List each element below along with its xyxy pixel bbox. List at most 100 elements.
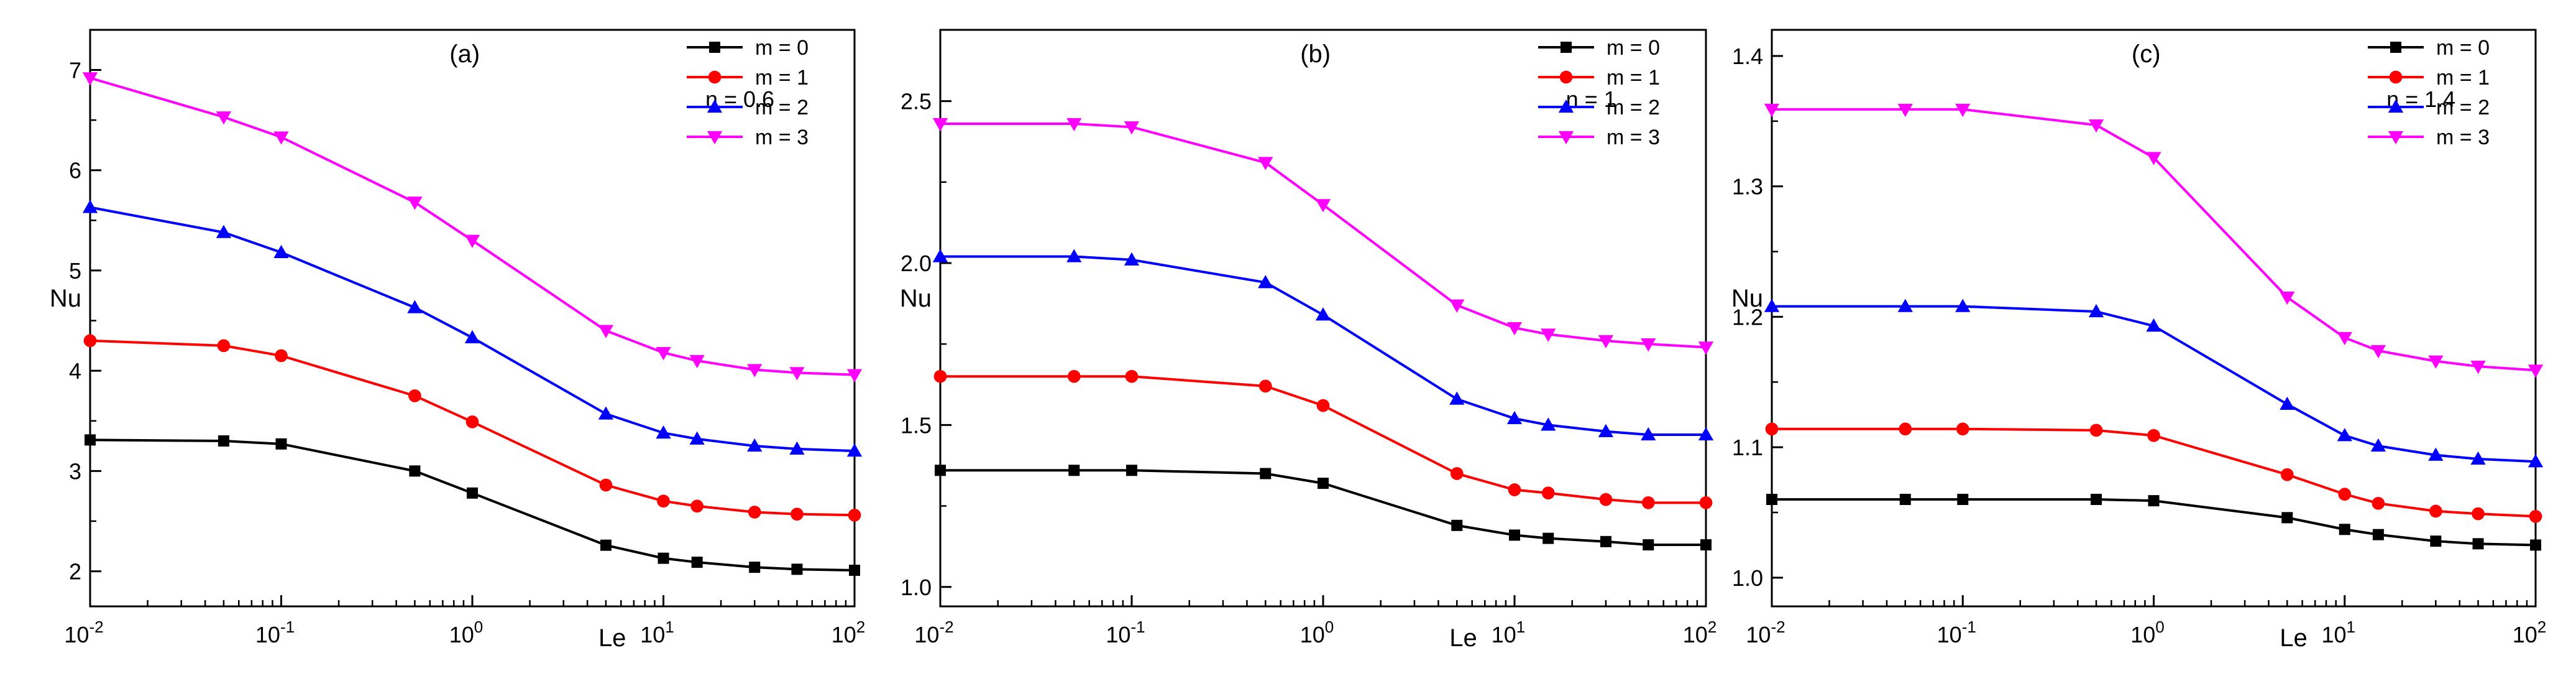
y-tick-label: 1.5 (901, 412, 932, 438)
x-tick-label-base: 10 (1106, 622, 1130, 647)
data-point (1897, 103, 1913, 118)
y-tick-label: 1.1 (1732, 435, 1763, 460)
data-point (1955, 103, 1971, 118)
data-point (932, 249, 948, 262)
y-tick-label: 6 (69, 158, 81, 183)
y-tick-label: 1.0 (901, 575, 932, 600)
legend-label: m = 1 (755, 66, 809, 90)
x-axis-label: Le (1449, 624, 1477, 652)
data-point (1449, 299, 1465, 313)
x-tick-label-base: 10 (1746, 622, 1771, 647)
data-point (1260, 468, 1272, 479)
data-point (2470, 451, 2486, 465)
data-point (1643, 539, 1654, 551)
x-tick-label-base: 10 (2130, 622, 2155, 647)
data-point (1541, 486, 1555, 500)
data-point (1955, 299, 1971, 312)
data-point (2281, 512, 2293, 524)
data-point (2370, 438, 2386, 452)
data-point (1764, 299, 1780, 312)
legend: m = 0 m = 1 m = 2 m = 3 (2368, 36, 2490, 149)
legend-label: m = 3 (2436, 126, 2490, 149)
data-point (1956, 422, 1969, 436)
data-point (1598, 424, 1614, 437)
data-point (1126, 465, 1137, 476)
legend: m = 0 m = 1 m = 2 m = 3 (687, 36, 809, 149)
data-point (2370, 345, 2386, 359)
x-axis-label: Le (2280, 624, 2308, 652)
data-point (1449, 391, 1465, 405)
x-tick-label: 101 (1492, 618, 1526, 647)
series-m-1 (1765, 422, 2542, 523)
data-point (1067, 369, 1081, 383)
series-m-0 (85, 434, 860, 576)
legend-label: m = 2 (1607, 96, 1660, 119)
data-point (2146, 152, 2161, 165)
data-point (2470, 360, 2486, 374)
data-point (658, 552, 669, 564)
legend-marker (707, 131, 723, 145)
x-tick-label-base: 10 (1492, 622, 1516, 647)
data-point (2428, 447, 2444, 461)
data-point (1506, 410, 1523, 425)
data-point (2429, 504, 2442, 518)
x-tick-label-base: 10 (1937, 622, 1962, 647)
data-point (467, 487, 478, 499)
data-point (935, 465, 946, 476)
data-point (846, 443, 863, 457)
y-tick-label: 1.2 (1732, 304, 1763, 330)
data-point (85, 434, 96, 446)
x-tick-label: 102 (2513, 618, 2547, 647)
series-line (89, 438, 855, 572)
data-point (1258, 275, 1273, 289)
data-point (273, 244, 289, 259)
data-point (464, 330, 480, 344)
x-tick-label: 10-2 (914, 618, 953, 647)
data-point (846, 369, 863, 382)
data-point (690, 499, 704, 513)
data-point (791, 507, 804, 521)
x-tick-label: 10-1 (255, 618, 295, 647)
x-tick-label-exponent: 2 (2537, 618, 2546, 636)
series-m-3 (932, 118, 1714, 355)
x-tick-label-exponent: -1 (280, 618, 295, 636)
data-point (1699, 496, 1713, 509)
x-tick-label-base: 10 (2321, 622, 2346, 647)
data-point (1899, 422, 1912, 436)
series-m-2 (82, 200, 863, 457)
data-point (2091, 494, 2102, 506)
data-point (1542, 532, 1554, 544)
data-point (2528, 364, 2544, 378)
legend-marker (1558, 99, 1574, 113)
x-tick-label-base: 10 (255, 622, 280, 647)
data-point (747, 364, 763, 378)
data-point (2428, 355, 2444, 369)
data-point (600, 539, 612, 551)
data-point (2372, 529, 2384, 540)
series-m-2 (932, 249, 1714, 441)
data-point (932, 118, 948, 132)
data-point (1318, 478, 1329, 489)
panel-label: (a) (449, 40, 480, 68)
y-axis-label: Nu (50, 285, 81, 312)
legend-label: m = 2 (755, 96, 809, 119)
data-point (1765, 422, 1779, 436)
legend-marker (1559, 70, 1573, 84)
x-axis-label: Le (598, 624, 626, 652)
x-tick-label-exponent: -2 (1771, 618, 1785, 636)
data-point (273, 131, 289, 145)
data-point (598, 325, 614, 338)
data-point (1066, 118, 1082, 132)
data-point (1641, 496, 1655, 509)
data-point (82, 72, 98, 86)
data-point (2528, 454, 2544, 468)
data-point (1258, 379, 1272, 393)
legend-marker (2390, 42, 2401, 53)
data-point (789, 367, 805, 381)
data-point (1068, 465, 1080, 476)
y-tick-label: 7 (69, 57, 81, 83)
data-point (1450, 467, 1464, 480)
series-m-3 (1764, 103, 2544, 378)
series-m-0 (935, 465, 1712, 551)
data-point (82, 200, 98, 213)
